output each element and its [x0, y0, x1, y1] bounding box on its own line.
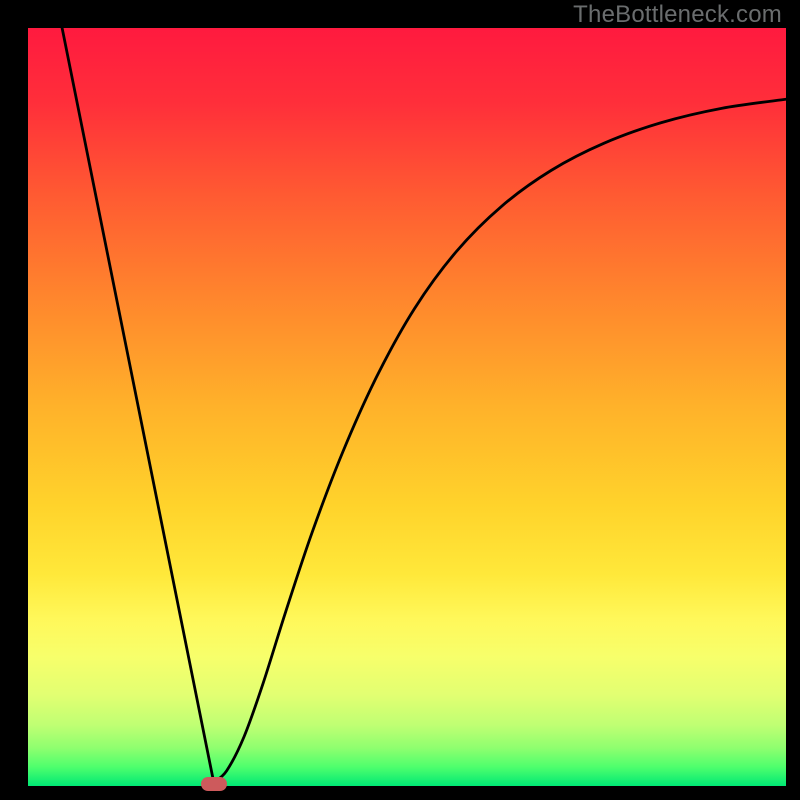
frame-border-bottom [0, 786, 800, 800]
minimum-marker [201, 777, 227, 791]
chart-frame: TheBottleneck.com [0, 0, 800, 800]
minimum-marker-shape [201, 777, 227, 791]
plot-svg [28, 28, 786, 786]
frame-border-left [0, 0, 28, 800]
frame-border-right [786, 0, 800, 800]
plot-area [28, 28, 786, 786]
gradient-background [28, 28, 786, 786]
watermark-text: TheBottleneck.com [573, 1, 782, 29]
